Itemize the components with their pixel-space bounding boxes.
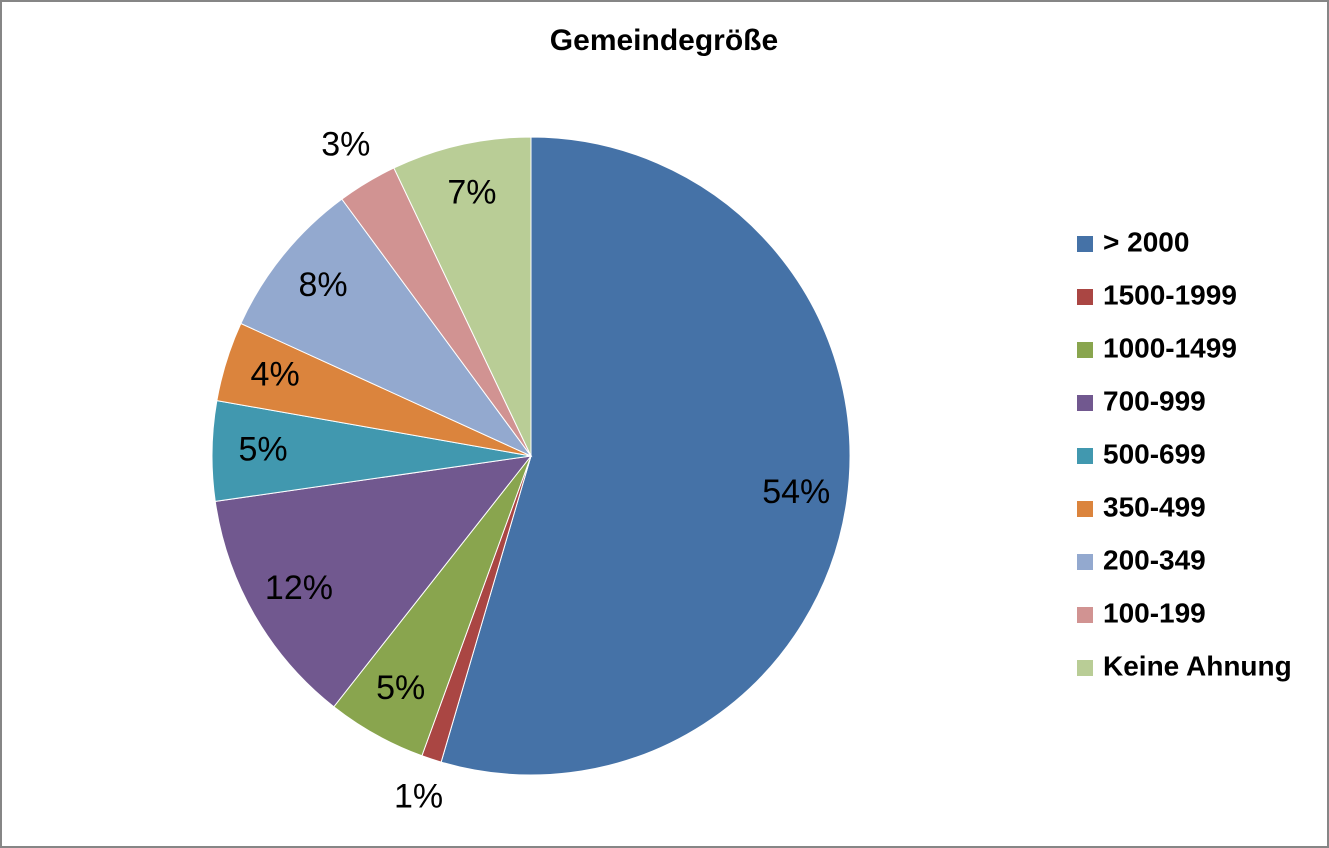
- legend-label: 1000-1499: [1103, 332, 1237, 363]
- legend-swatch: [1077, 660, 1093, 676]
- legend-label: 1500-1999: [1103, 279, 1237, 310]
- legend-label: > 2000: [1103, 226, 1189, 257]
- data-label: 5%: [376, 669, 425, 707]
- data-label: 54%: [762, 473, 830, 511]
- legend-label: 500-699: [1103, 438, 1206, 469]
- legend-swatch: [1077, 289, 1093, 305]
- legend-swatch: [1077, 236, 1093, 252]
- legend-swatch: [1077, 395, 1093, 411]
- legend-swatch: [1077, 501, 1093, 517]
- legend-label: 100-199: [1103, 597, 1206, 628]
- pie-slice: [214, 455, 533, 708]
- data-label: 5%: [239, 431, 288, 469]
- data-label: 8%: [298, 266, 347, 304]
- data-label: 1%: [394, 777, 443, 815]
- data-label: 3%: [321, 126, 370, 164]
- data-label: 4%: [251, 355, 300, 393]
- legend-label: 350-499: [1103, 491, 1206, 522]
- data-label: 12%: [265, 569, 333, 607]
- legend-swatch: [1077, 448, 1093, 464]
- legend-swatch: [1077, 607, 1093, 623]
- data-label: 7%: [447, 174, 496, 212]
- legend-label: Keine Ahnung: [1103, 650, 1292, 681]
- pie-slice: [393, 136, 532, 457]
- pie-slice: [240, 198, 533, 458]
- legend-label: 700-999: [1103, 385, 1206, 416]
- pie-slice: [440, 136, 851, 776]
- legend-swatch: [1077, 342, 1093, 358]
- legend-label: 200-349: [1103, 544, 1206, 575]
- chart-title: Gemeindegröße: [550, 24, 778, 57]
- legend-swatch: [1077, 554, 1093, 570]
